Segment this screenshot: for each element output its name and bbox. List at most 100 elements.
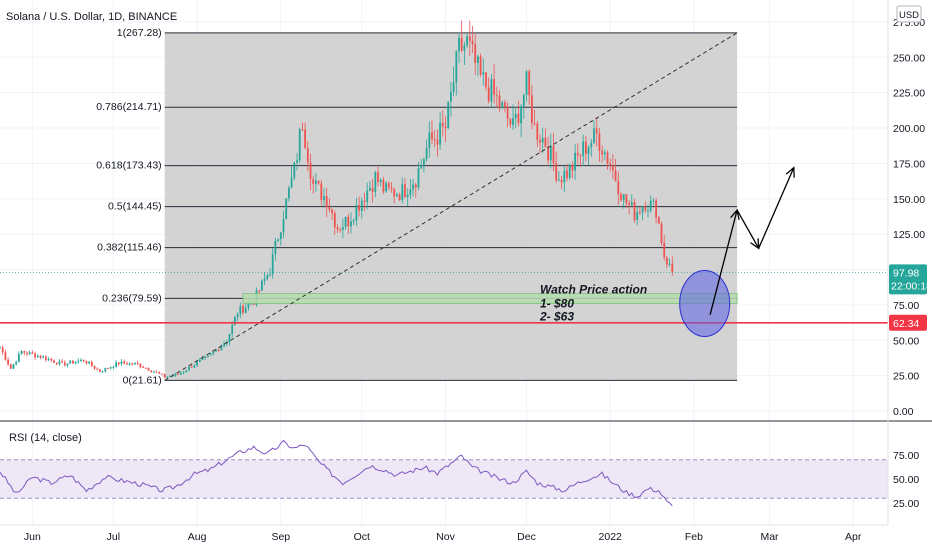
fib-level-label: 0.618(173.43) <box>96 160 161 172</box>
candle-body <box>339 229 342 231</box>
candle-body <box>112 367 115 369</box>
projection-arrows[interactable] <box>709 166 795 315</box>
candle-body <box>12 364 15 369</box>
fib-level-label: 0.5(144.45) <box>108 201 162 213</box>
candle-body <box>433 139 436 141</box>
time-tick-label: Sep <box>271 531 290 543</box>
candle-body <box>163 374 166 378</box>
chart-title: Solana / U.S. Dollar, 1D, BINANCE <box>6 11 177 23</box>
candle-body <box>490 79 493 102</box>
candle-body <box>147 368 150 371</box>
candle-body <box>657 217 660 224</box>
time-tick-label: Apr <box>845 531 862 543</box>
time-tick-label: Mar <box>760 531 779 543</box>
candle-body <box>144 367 147 369</box>
candle-body <box>236 314 239 318</box>
buy-zone-rectangle[interactable] <box>242 293 738 304</box>
target-circle[interactable] <box>679 269 731 337</box>
candle-body <box>190 366 193 368</box>
candle-body <box>288 187 290 199</box>
candle-body <box>293 162 296 178</box>
candle-body <box>652 200 655 202</box>
candle-body <box>115 362 117 368</box>
candle-body <box>474 44 477 63</box>
candle-body <box>188 366 190 371</box>
fib-level-label: 1(267.28) <box>117 27 162 39</box>
candle-body <box>312 179 315 184</box>
candlestick-series[interactable] <box>0 20 674 378</box>
candle-body <box>63 362 66 366</box>
candle-body <box>158 372 161 374</box>
candle-body <box>398 194 401 201</box>
time-axis[interactable]: Jun Jul Aug Sep Oct Nov Dec 2022 Feb Mar Apr <box>24 531 862 543</box>
candle-body <box>185 370 188 372</box>
candle-body <box>88 361 90 364</box>
time-tick-label: Jun <box>24 531 41 543</box>
candle-body <box>517 113 520 124</box>
candle-body <box>196 361 198 366</box>
candle-body <box>42 356 45 358</box>
candle-body <box>466 36 468 46</box>
candle-body <box>371 187 374 192</box>
candle-body <box>55 362 58 365</box>
candle-body <box>355 204 358 221</box>
candle-body <box>174 373 177 376</box>
currency-button[interactable]: USD <box>896 5 922 23</box>
time-tick-label: 2022 <box>599 531 623 543</box>
candle-body <box>460 37 463 51</box>
candle-body <box>31 352 34 354</box>
candle-body <box>536 123 539 140</box>
candle-body <box>477 56 479 63</box>
candle-body <box>606 152 609 164</box>
last-price-value: 97.98 <box>893 267 919 279</box>
candle-body <box>493 79 495 95</box>
candle-body <box>514 113 517 119</box>
candle-body <box>309 162 312 180</box>
time-tick-label: Aug <box>188 531 207 543</box>
candle-body <box>93 365 96 369</box>
candle-body <box>266 275 269 279</box>
candle-body <box>560 179 563 183</box>
candle-body <box>404 184 406 198</box>
fib-level-label: 0.786(214.71) <box>96 101 161 113</box>
candle-body <box>379 179 382 183</box>
candle-body <box>285 198 288 220</box>
time-tick-label: Oct <box>354 531 370 543</box>
currency-button-bg[interactable] <box>896 5 922 23</box>
candle-body <box>28 352 31 355</box>
candle-body <box>85 361 88 364</box>
candle-body <box>409 189 412 195</box>
arrow-head <box>730 208 740 221</box>
currency-label: USD <box>899 10 919 21</box>
candle-body <box>582 141 585 156</box>
candle-body <box>169 375 171 377</box>
price-tick-label: 250.00 <box>893 52 925 64</box>
candle-body <box>139 363 142 367</box>
price-axis[interactable]: 275.00250.00225.00200.00175.00150.00125.… <box>893 17 925 418</box>
candle-body <box>358 204 360 211</box>
price-tick-label: 50.00 <box>893 335 919 347</box>
rsi-line[interactable] <box>0 439 673 507</box>
candle-body <box>61 361 63 363</box>
rsi-axis[interactable]: 75.00 50.00 25.00 <box>893 450 919 510</box>
candle-body <box>201 357 204 360</box>
arrow-segment <box>736 209 760 249</box>
support-price-value: 62.34 <box>893 318 919 330</box>
candle-body <box>142 366 144 368</box>
candle-body <box>425 148 428 160</box>
candle-body <box>641 206 644 213</box>
note-line-1: Watch Price action <box>540 283 647 297</box>
candle-body <box>220 346 223 351</box>
candle-body <box>498 95 501 108</box>
candle-body <box>563 170 566 183</box>
candle-body <box>74 362 77 364</box>
candle-body <box>482 72 485 75</box>
candle-body <box>450 91 452 102</box>
candle-body <box>396 194 398 197</box>
support-price-tag: 62.34 <box>889 314 927 331</box>
candle-body <box>444 126 447 129</box>
candle-body <box>668 263 671 265</box>
candle-body <box>36 355 39 358</box>
candle-body <box>544 137 547 147</box>
